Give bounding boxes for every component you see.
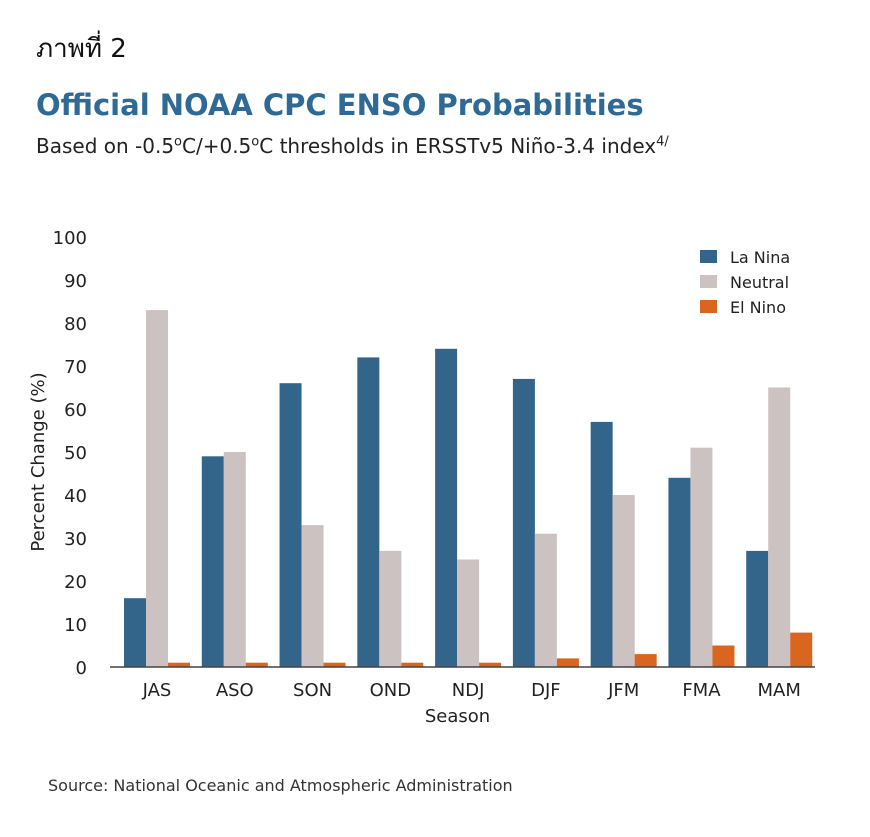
subtitle-footnote: 4/ bbox=[656, 134, 669, 150]
bar-el-nino-jfm bbox=[634, 654, 657, 667]
y-tick-label: 0 bbox=[76, 658, 87, 679]
bars bbox=[124, 310, 813, 667]
x-tick-label: NDJ bbox=[452, 680, 485, 701]
y-tick-label: 50 bbox=[64, 443, 87, 464]
chart-title: Official NOAA CPC ENSO Probabilities bbox=[36, 88, 644, 122]
subtitle-prefix: Based on -0.5 bbox=[36, 134, 175, 158]
bar-la-nina-ond bbox=[357, 357, 380, 667]
bar-neutral-ond bbox=[379, 550, 402, 667]
bar-el-nino-ond bbox=[401, 662, 424, 667]
bar-neutral-jfm bbox=[612, 495, 635, 667]
x-tick-label: JAS bbox=[142, 680, 172, 701]
x-axis-title: Season bbox=[425, 706, 490, 727]
bar-el-nino-ndj bbox=[479, 662, 502, 667]
y-tick-label: 30 bbox=[64, 529, 87, 550]
y-tick-label: 40 bbox=[64, 486, 87, 507]
bar-la-nina-jfm bbox=[590, 421, 613, 667]
bar-el-nino-mam bbox=[790, 632, 813, 667]
bar-neutral-fma bbox=[690, 447, 713, 667]
x-axis-ticks: JAS ASO SON OND NDJ DJF JFM FMA MAM bbox=[142, 680, 801, 701]
y-tick-label: 80 bbox=[64, 314, 87, 335]
y-tick-label: 70 bbox=[64, 357, 87, 378]
y-axis-title: Percent Change (%) bbox=[28, 372, 49, 551]
x-tick-label: FMA bbox=[682, 680, 721, 701]
bar-la-nina-ndj bbox=[435, 348, 458, 667]
y-axis-ticks: 0 10 20 30 40 50 60 70 80 90 100 bbox=[53, 228, 87, 679]
chart-subtitle: Based on -0.5oC/+0.5oC thresholds in ERS… bbox=[36, 134, 669, 158]
x-tick-label: MAM bbox=[758, 680, 801, 701]
bar-el-nino-jas bbox=[168, 662, 190, 667]
bar-el-nino-aso bbox=[245, 662, 268, 667]
y-tick-label: 100 bbox=[53, 228, 87, 249]
legend-swatch bbox=[700, 250, 717, 263]
bar-la-nina-fma bbox=[668, 477, 691, 667]
legend-label: La Nina bbox=[730, 248, 790, 267]
subtitle-mid: C/+0.5 bbox=[182, 134, 252, 158]
bar-el-nino-son bbox=[323, 662, 346, 667]
bar-el-nino-djf bbox=[556, 658, 579, 667]
y-tick-label: 90 bbox=[64, 271, 87, 292]
subtitle-degree-2: o bbox=[251, 134, 260, 150]
bar-neutral-jas bbox=[146, 310, 168, 667]
bar-la-nina-djf bbox=[512, 378, 535, 667]
x-tick-label: ASO bbox=[216, 680, 254, 701]
legend-label: El Nino bbox=[730, 298, 786, 317]
y-tick-label: 10 bbox=[64, 615, 87, 636]
y-tick-label: 20 bbox=[64, 572, 87, 593]
x-tick-label: OND bbox=[370, 680, 412, 701]
legend-swatch bbox=[700, 300, 717, 313]
bar-neutral-aso bbox=[223, 452, 246, 667]
bar-el-nino-fma bbox=[712, 645, 735, 667]
figure-label: ภาพที่ 2 bbox=[36, 34, 127, 64]
x-tick-label: DJF bbox=[531, 680, 561, 701]
bar-la-nina-jas bbox=[124, 598, 146, 667]
legend-label: Neutral bbox=[730, 273, 789, 292]
x-tick-label: JFM bbox=[607, 680, 639, 701]
legend: La Nina Neutral El Nino bbox=[700, 248, 790, 317]
bar-la-nina-aso bbox=[201, 456, 224, 667]
source-note: Source: National Oceanic and Atmospheric… bbox=[48, 776, 513, 795]
y-tick-label: 60 bbox=[64, 400, 87, 421]
x-tick-label: SON bbox=[293, 680, 332, 701]
legend-swatch bbox=[700, 275, 717, 288]
bar-neutral-djf bbox=[534, 533, 557, 667]
bar-la-nina-mam bbox=[746, 550, 769, 667]
subtitle-degree-1: o bbox=[174, 134, 183, 150]
bar-neutral-ndj bbox=[457, 559, 480, 667]
bar-la-nina-son bbox=[279, 383, 302, 667]
bar-neutral-son bbox=[301, 525, 324, 667]
subtitle-suffix: C thresholds in ERSSTv5 Niño-3.4 index bbox=[259, 134, 657, 158]
bar-neutral-mam bbox=[768, 387, 791, 667]
